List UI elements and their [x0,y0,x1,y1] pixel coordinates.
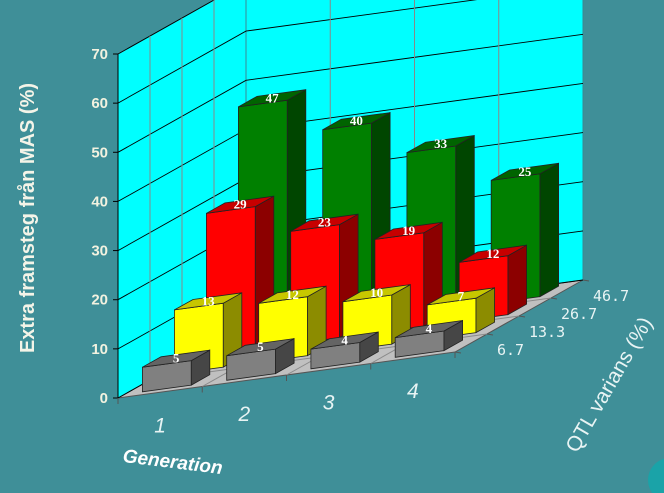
bar-value-label: 47 [266,90,280,105]
y-tick-label: 0 [100,390,108,407]
z-tick-label: 46.7 [593,287,629,305]
z-tick-mark [454,351,462,354]
bar-top-face [427,287,495,306]
bar-top-face [322,112,391,131]
bar-value-label: 5 [173,351,180,366]
z-tick-mark [582,279,590,282]
z-tick-label: 6.7 [497,341,524,359]
x-tick-label: 2 [238,403,251,426]
y-tick-label: 70 [91,46,108,63]
bar-top-face [290,213,359,232]
bar: 4 [394,319,464,358]
bar-value-label: 23 [318,215,332,230]
gridline [117,33,584,153]
x-tick-label: 3 [323,391,335,414]
chart-bars: 47 40 33 25 29 23 19 12 13 12 10 7 5 5 4 4 [141,89,559,393]
x-tick-label: 1 [154,414,166,437]
y-axis-title: Extra framsteg från MAS (%) [16,83,39,353]
bar-top-face [374,221,443,240]
bar-value-label: 7 [458,288,465,303]
bar-value-label: 12 [286,287,299,302]
corner-decoration [648,458,664,493]
bar-side-face [539,162,559,298]
y-tick-label: 60 [91,95,108,112]
bar: 5 [141,349,211,393]
z-axis-title: QTL varians (%) [561,313,657,456]
bar-top-face [142,349,210,368]
bar-side-face [507,244,527,316]
bar-top-face [491,162,559,181]
y-tick-label: 10 [91,341,108,358]
z-tick-label: 26.7 [561,305,597,323]
bar: 4 [310,331,379,370]
bar: 5 [226,337,295,381]
bar: 12 [458,244,527,322]
bar-top-face [406,135,475,153]
z-tick-mark [518,315,526,318]
bar-top-face [238,89,306,108]
gridline [117,0,478,104]
bar-value-label: 4 [426,321,433,336]
x-axis-title: Generation [122,446,224,479]
x-tick-label: 4 [407,380,419,403]
bar-top-face [310,331,379,350]
bar-value-label: 10 [370,285,383,300]
bar-value-label: 12 [486,246,499,261]
z-tick-mark [486,333,494,336]
y-tick-label: 50 [91,144,108,161]
bar-value-label: 13 [202,293,216,308]
y-tick-label: 40 [91,193,108,210]
bar-top-face [226,338,295,357]
bar-top-face [174,292,242,311]
z-tick-label: 13.3 [529,323,565,341]
bar-top-face [258,285,327,304]
bar-top-face [459,244,527,263]
bar-value-label: 25 [518,164,532,179]
bar-value-label: 29 [234,197,248,212]
bar-value-label: 4 [341,333,348,348]
gridline [117,0,215,55]
bar-top-face [206,195,274,214]
y-tick-label: 20 [91,292,108,309]
bar-value-label: 40 [350,113,363,128]
z-tick-mark [550,297,558,300]
bar-value-label: 5 [257,339,264,354]
bar-value-label: 19 [402,223,416,238]
y-tick-label: 30 [91,243,108,260]
bar-top-face [395,320,463,338]
bar-value-label: 33 [434,136,448,151]
bar-top-face [342,284,411,303]
